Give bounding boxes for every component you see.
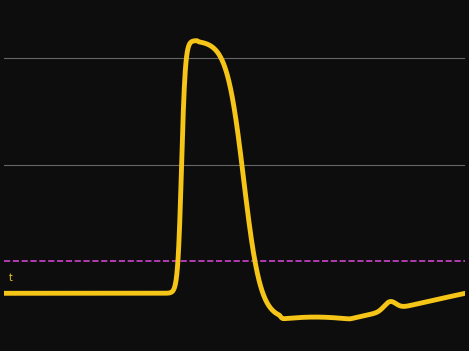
Text: t: t [9, 273, 13, 283]
